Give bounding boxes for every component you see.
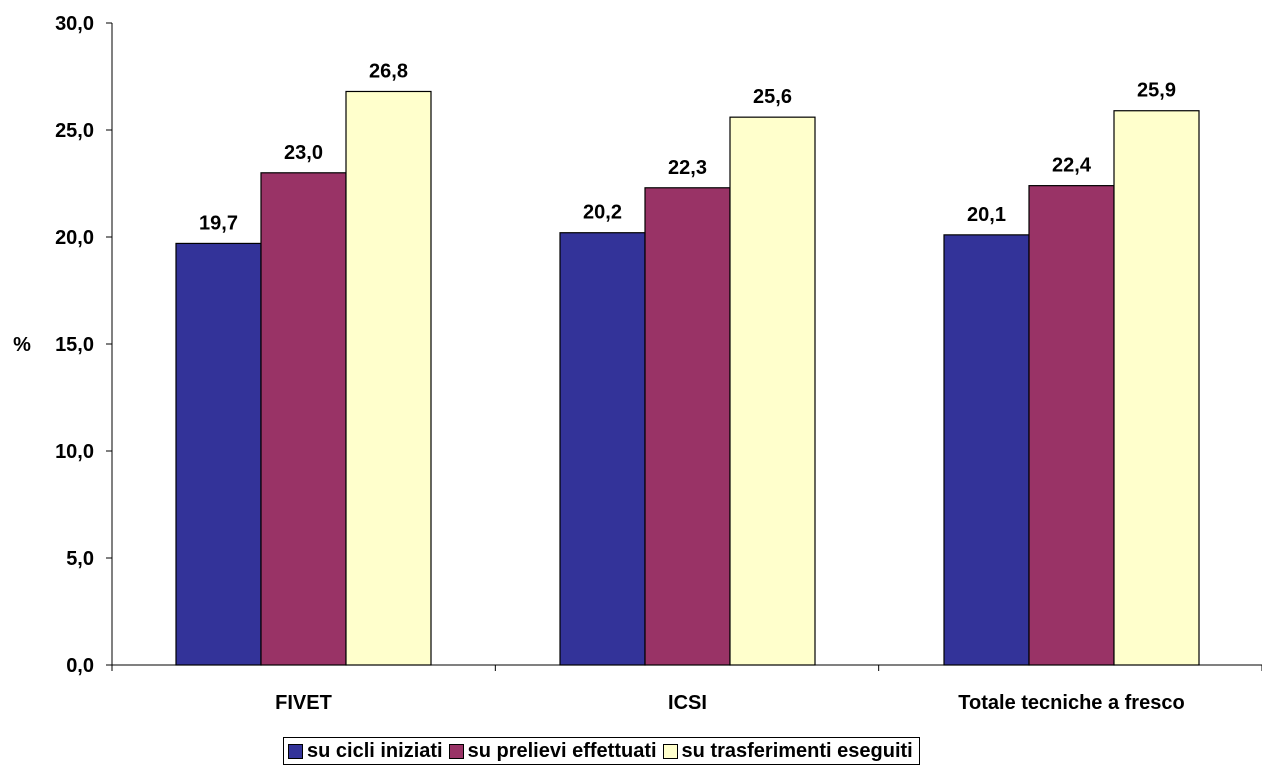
bar-1-series-3 [345,90,432,666]
y-tick-label: 25,0 [55,120,94,142]
y-tick-label: 20,0 [55,227,94,249]
x-category-label: FIVET [275,692,332,714]
bar-1-series-2 [260,172,347,666]
legend-item-trasferimenti: su trasferimenti eseguiti [662,739,913,763]
y-tick-label: 15,0 [55,334,94,356]
legend-label-prelievi: su prelievi effettuati [467,739,657,762]
bar-2-series-2 [644,187,731,666]
bar-1-series-1 [175,242,262,666]
data-label-1-series-3: 26,8 [369,60,408,82]
bar-2-series-3 [729,116,816,666]
data-label-1-series-1: 19,7 [199,212,238,234]
legend-label-cicli: su cicli iniziati [307,739,443,762]
data-label-1-series-2: 23,0 [284,142,323,164]
bar-3-series-1 [943,234,1030,666]
legend-item-cicli: su cicli iniziati [288,740,443,763]
y-axis-label: % [13,334,31,356]
data-label-2-series-3: 25,6 [753,86,792,108]
x-category-label: Totale tecniche a fresco [958,692,1184,714]
data-label-2-series-1: 20,2 [583,202,622,224]
y-tick-label: 0,0 [66,655,94,677]
data-label-2-series-2: 22,3 [668,157,707,179]
legend: su cicli iniziati su prelievi effettuati… [283,737,920,765]
x-category-label: ICSI [668,692,707,714]
y-tick-label: 10,0 [55,441,94,463]
y-tick-label: 30,0 [55,13,94,35]
legend-swatch-cicli [288,743,303,759]
data-label-3-series-1: 20,1 [967,204,1006,226]
bar-3-series-2 [1028,185,1115,666]
legend-swatch-trasferimenti [662,743,678,759]
data-label-3-series-3: 25,9 [1137,80,1176,102]
legend-item-prelievi: su prelievi effettuati [448,739,657,763]
data-label-3-series-2: 22,4 [1052,155,1092,177]
legend-swatch-prelievi [448,743,464,759]
bar-3-series-3 [1113,110,1200,666]
y-tick-label: 5,0 [66,548,94,570]
bar-2-series-1 [559,232,646,666]
legend-label-trasferimenti: su trasferimenti eseguiti [681,739,913,762]
